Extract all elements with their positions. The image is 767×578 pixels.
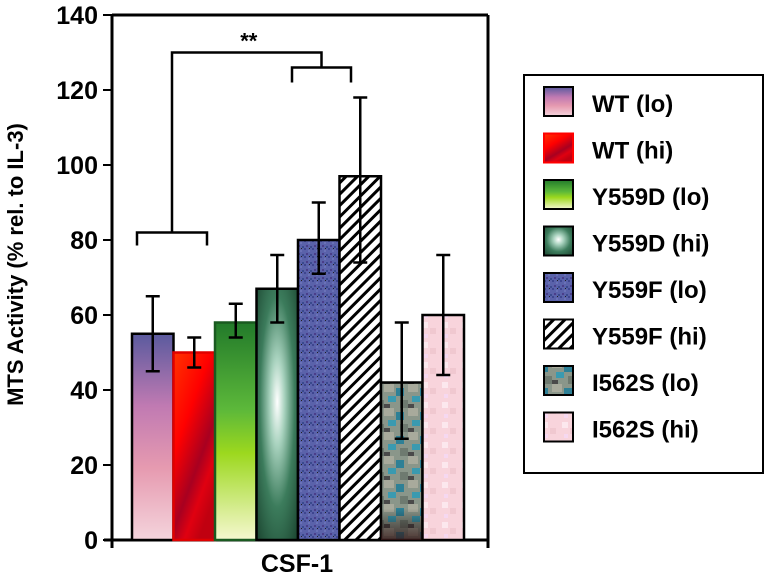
legend-swatch-y559d-hi	[543, 225, 574, 257]
y-tick-label: 140	[56, 2, 98, 30]
legend-swatch-i562s-lo	[543, 365, 574, 396]
bracket-comparison	[170, 51, 323, 233]
legend-label-y559f-lo: Y559F (lo)	[592, 277, 707, 304]
bracket-wt	[135, 231, 209, 246]
bar-y559d-lo	[213, 321, 258, 542]
legend-label-wt-hi: WT (hi)	[592, 138, 673, 165]
y-axis-title: MTS Activity (% rel. to IL-3)	[3, 123, 28, 406]
y-tick-label: 60	[70, 302, 98, 330]
y-tick-label: 0	[84, 527, 98, 555]
legend-label-i562s-lo: I562S (lo)	[592, 370, 699, 397]
bar-y559d-hi	[255, 287, 300, 542]
bracket-y559f	[290, 66, 353, 83]
y-tick-label: 80	[70, 227, 98, 255]
legend-label-y559d-hi: Y559D (hi)	[592, 231, 709, 258]
legend-swatch-y559f-hi	[543, 318, 574, 350]
bar-y559f-lo	[296, 238, 341, 542]
bar-wt-hi	[172, 351, 217, 542]
legend-swatch-wt-lo	[543, 86, 574, 117]
y-tick-label: 100	[56, 152, 98, 180]
significance-label: **	[240, 29, 258, 54]
legend-swatch-i562s-hi	[543, 411, 574, 443]
legend-swatch-y559f-lo	[543, 272, 574, 303]
y-tick-label: 20	[70, 452, 98, 480]
legend-swatch-wt-hi	[543, 132, 574, 164]
legend-label-y559d-lo: Y559D (lo)	[592, 184, 709, 211]
legend-label-i562s-hi: I562S (hi)	[592, 417, 699, 444]
x-category-label: CSF-1	[261, 550, 333, 578]
legend-swatch-y559d-lo	[543, 179, 574, 210]
y-tick-label: 40	[70, 377, 98, 405]
y-tick-label: 120	[56, 77, 98, 105]
legend-label-y559f-hi: Y559F (hi)	[592, 324, 707, 351]
legend-label-wt-lo: WT (lo)	[592, 91, 673, 118]
